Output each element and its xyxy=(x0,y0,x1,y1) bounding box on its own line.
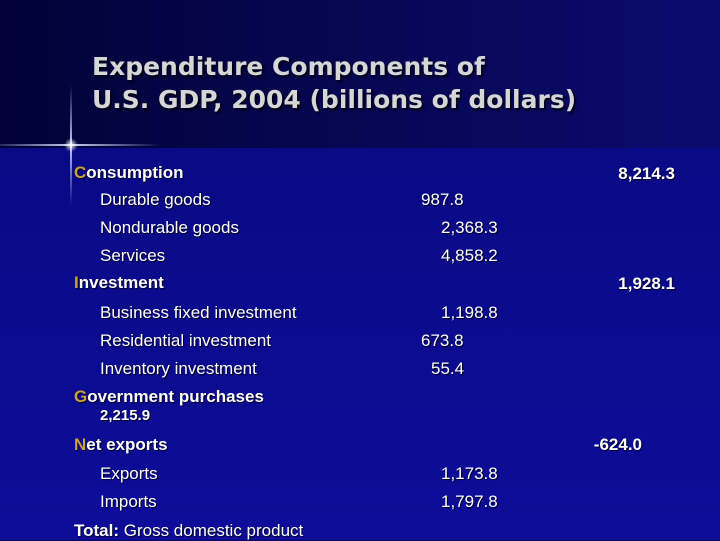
investment-label: Investment xyxy=(74,273,164,292)
title-band xyxy=(0,0,720,148)
exports-value: 1,173.8 xyxy=(441,464,498,483)
imports-value: 1,797.8 xyxy=(441,492,498,511)
nondurable-goods-label: Nondurable goods xyxy=(100,218,239,237)
residential-investment-value: 673.8 xyxy=(421,331,464,350)
nondurable-goods-value: 2,368.3 xyxy=(441,218,498,237)
services-value: 4,858.2 xyxy=(441,246,498,265)
business-fixed-investment-label: Business fixed investment xyxy=(100,303,297,322)
slide-title: Expenditure Components of U.S. GDP, 2004… xyxy=(92,50,576,116)
net-exports-value: -624.0 xyxy=(593,435,642,454)
inventory-investment-value: 55.4 xyxy=(431,359,465,378)
durable-goods-label: Durable goods xyxy=(100,190,211,209)
exports-label: Exports xyxy=(100,464,158,483)
slide-title-line-1: Expenditure Components of xyxy=(92,52,485,81)
services-label: Services xyxy=(100,246,166,265)
decorative-cross-horizontal xyxy=(0,144,160,146)
government-purchases-value: 2,215.9 xyxy=(100,407,151,424)
business-fixed-investment-value: 1,198.8 xyxy=(441,303,498,322)
total-row: Total: Gross domestic product xyxy=(74,521,303,541)
residential-investment-label: Residential investment xyxy=(100,331,272,350)
government-purchases-label: Government purchases xyxy=(74,387,264,406)
investment-value: 1,928.1 xyxy=(618,274,675,293)
inventory-investment-label: Inventory investment xyxy=(100,359,257,378)
consumption-label: Consumption xyxy=(74,163,184,182)
total-label: Total: xyxy=(74,521,120,540)
decorative-cross-glow xyxy=(64,138,78,152)
durable-goods-value: 987.8 xyxy=(421,190,464,209)
net-exports-label: Net exports xyxy=(74,435,168,454)
content-band xyxy=(0,148,720,540)
total-description: Gross domestic product xyxy=(119,521,304,540)
imports-label: Imports xyxy=(100,492,157,511)
slide-title-line-2: U.S. GDP, 2004 (billions of dollars) xyxy=(92,85,577,114)
consumption-value: 8,214.3 xyxy=(618,164,675,183)
